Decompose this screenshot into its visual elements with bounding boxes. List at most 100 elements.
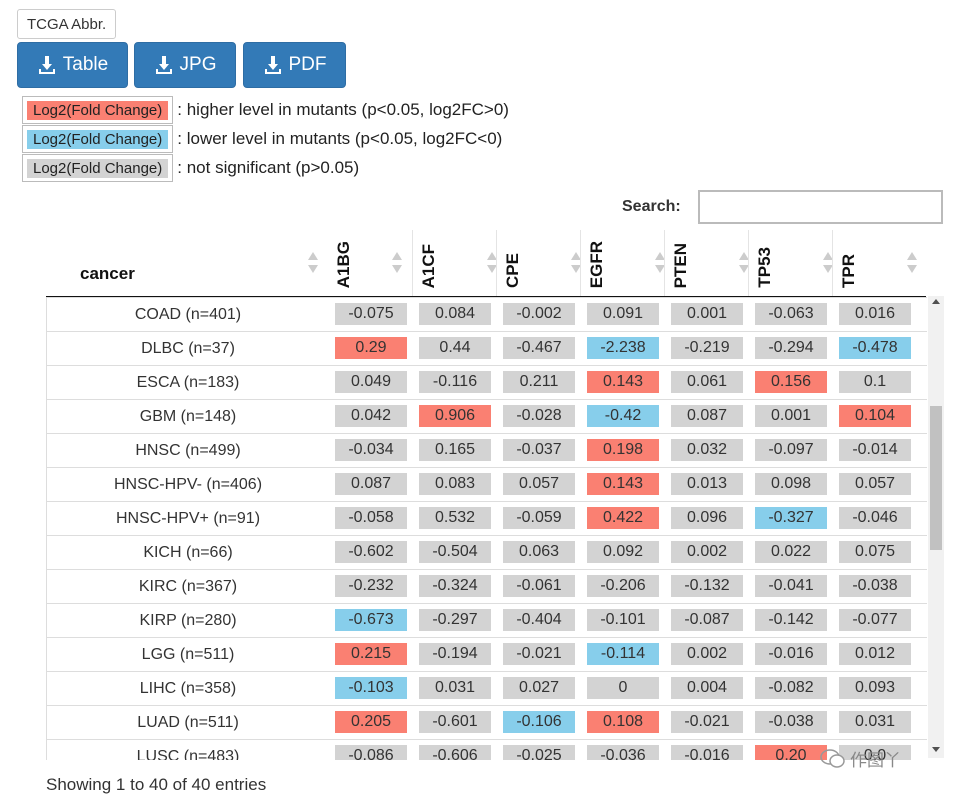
fold-change-cell: -0.294 xyxy=(755,337,827,359)
fold-change-cell: -0.021 xyxy=(503,643,575,665)
table-row: GBM (n=148) 0.042 0.906 -0.028 -0.42 0.087 0.0… xyxy=(47,399,927,433)
fold-change-cell: 0.002 xyxy=(671,643,743,665)
fold-change-cell: -0.034 xyxy=(335,439,407,461)
fold-change-cell: 0.083 xyxy=(419,473,491,495)
fold-change-cell: -0.504 xyxy=(419,541,491,563)
fold-change-cell: -0.673 xyxy=(335,609,407,631)
cancer-cell: COAD (n=401) xyxy=(134,306,242,323)
column-label: cancer xyxy=(80,264,135,283)
fold-change-cell: 0.087 xyxy=(335,473,407,495)
fold-change-cell: 0.093 xyxy=(839,677,911,699)
scroll-thumb[interactable] xyxy=(930,406,942,550)
fold-change-cell: -0.025 xyxy=(503,745,575,760)
fold-change-cell: 0.016 xyxy=(839,303,911,325)
fold-change-cell: -0.016 xyxy=(671,745,743,760)
fold-change-cell: 0.20 xyxy=(755,745,827,760)
download-jpg-label: JPG xyxy=(179,54,217,75)
fold-change-cell: 0.0 xyxy=(839,745,911,760)
column-label: EGFR xyxy=(587,240,606,288)
fold-change-cell: -0.142 xyxy=(755,609,827,631)
fold-change-cell: -0.038 xyxy=(839,575,911,597)
fold-change-cell: 0.022 xyxy=(755,541,827,563)
column-label: TP53 xyxy=(755,247,774,288)
fold-change-cell: -0.106 xyxy=(503,711,575,733)
download-pdf-button[interactable]: PDF xyxy=(243,42,346,88)
download-icon xyxy=(264,56,281,74)
cancer-cell: LIHC (n=358) xyxy=(139,680,237,697)
table-row: KICH (n=66) -0.602 -0.504 0.063 0.092 0.002 0.… xyxy=(47,535,927,569)
sort-icon xyxy=(571,252,581,276)
column-label: CPE xyxy=(503,253,522,288)
fold-change-cell: 0.004 xyxy=(671,677,743,699)
table-info: Showing 1 to 40 of 40 entries xyxy=(46,775,267,794)
fold-change-cell: -0.059 xyxy=(503,507,575,529)
fold-change-cell: 0.087 xyxy=(671,405,743,427)
fold-change-cell: -0.206 xyxy=(587,575,659,597)
column-header-tp53[interactable]: TP53 xyxy=(748,230,833,296)
fold-change-cell: -0.038 xyxy=(755,711,827,733)
sort-icon xyxy=(823,252,833,276)
fold-change-cell: -0.601 xyxy=(419,711,491,733)
download-jpg-button[interactable]: JPG xyxy=(134,42,236,88)
fold-change-cell: -0.002 xyxy=(503,303,575,325)
fold-change-cell: 0.44 xyxy=(419,337,491,359)
scroll-up-icon[interactable] xyxy=(932,299,940,304)
fold-change-cell: 0.532 xyxy=(419,507,491,529)
download-table-button[interactable]: Table xyxy=(17,42,128,88)
fold-change-cell: -0.132 xyxy=(671,575,743,597)
watermark-text: 作图丫 xyxy=(850,751,901,770)
column-header-tpr[interactable]: TPR xyxy=(832,230,917,296)
fold-change-cell: 0.143 xyxy=(587,473,659,495)
table-row: DLBC (n=37) 0.29 0.44 -0.467 -2.238 -0.219 -0.… xyxy=(47,331,927,365)
column-header-egfr[interactable]: EGFR xyxy=(580,230,665,296)
cancer-cell: KICH (n=66) xyxy=(143,544,233,561)
fold-change-cell: -0.021 xyxy=(671,711,743,733)
fold-change-cell: -0.602 xyxy=(335,541,407,563)
sort-icon xyxy=(655,252,665,276)
fold-change-cell: 0.032 xyxy=(671,439,743,461)
fold-change-cell: -0.036 xyxy=(587,745,659,760)
fold-change-cell: 0.098 xyxy=(755,473,827,495)
fold-change-cell: -0.101 xyxy=(587,609,659,631)
tcga-abbr-button[interactable]: TCGA Abbr. xyxy=(17,9,117,39)
legend-swatch-low: Log2(Fold Change) xyxy=(27,129,169,149)
fold-change-cell: -0.42 xyxy=(587,405,659,427)
legend-swatch-ns: Log2(Fold Change) xyxy=(27,158,169,178)
cancer-cell: DLBC (n=37) xyxy=(141,340,235,357)
column-header-a1cf[interactable]: A1CF xyxy=(412,230,497,296)
table-row: COAD (n=401) -0.075 0.084 -0.002 0.091 0.001-… xyxy=(47,297,927,331)
table-row: KIRC (n=367) -0.232 -0.324 -0.061 -0.206 -0.1… xyxy=(47,569,927,603)
column-header-cpe[interactable]: CPE xyxy=(496,230,581,296)
fold-change-cell: -0.041 xyxy=(755,575,827,597)
column-header-pten[interactable]: PTEN xyxy=(664,230,749,296)
fold-change-cell: 0.057 xyxy=(839,473,911,495)
column-header-a1bg[interactable]: A1BG xyxy=(328,230,412,296)
fold-change-cell: 0.211 xyxy=(503,371,575,393)
fold-change-cell: 0.143 xyxy=(587,371,659,393)
fold-change-cell: 0.057 xyxy=(503,473,575,495)
fold-change-cell: 0.215 xyxy=(335,643,407,665)
fold-change-cell: -0.219 xyxy=(671,337,743,359)
fold-change-cell: -0.327 xyxy=(755,507,827,529)
column-header-cancer[interactable]: cancer xyxy=(46,230,328,296)
scroll-down-icon[interactable] xyxy=(932,747,940,752)
cancer-cell: LUAD (n=511) xyxy=(137,714,239,731)
fold-change-cell: -0.014 xyxy=(839,439,911,461)
legend-text-low: : lower level in mutants (p<0.05, log2FC… xyxy=(177,129,503,148)
fold-change-cell: 0.001 xyxy=(755,405,827,427)
legend-high: Log2(Fold Change) : higher level in muta… xyxy=(22,96,509,124)
fold-change-cell: -0.116 xyxy=(419,371,491,393)
fold-change-cell: -0.046 xyxy=(839,507,911,529)
fold-change-cell: 0.198 xyxy=(587,439,659,461)
table-row: LGG (n=511) 0.215 -0.194 -0.021 -0.114 0.002-… xyxy=(47,637,927,671)
fold-change-cell: 0.096 xyxy=(671,507,743,529)
fold-change-cell: -0.016 xyxy=(755,643,827,665)
search-input[interactable] xyxy=(698,190,943,224)
download-icon xyxy=(38,56,55,74)
table-scrollbar[interactable] xyxy=(928,296,944,758)
fold-change-cell: -0.061 xyxy=(503,575,575,597)
column-label: A1BG xyxy=(334,240,353,288)
fold-change-cell: 0.012 xyxy=(839,643,911,665)
fold-change-cell: 0.104 xyxy=(839,405,911,427)
fold-change-cell: -0.097 xyxy=(755,439,827,461)
